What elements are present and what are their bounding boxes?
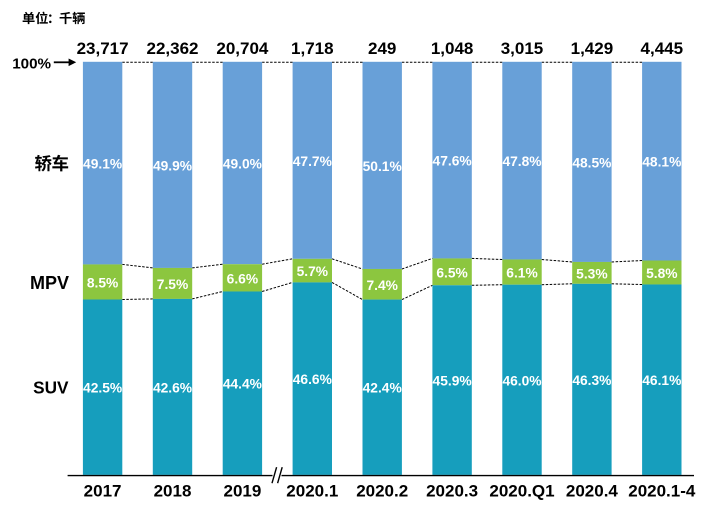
- svg-text:46.6%: 46.6%: [293, 372, 332, 387]
- svg-text:23,717: 23,717: [77, 39, 129, 58]
- svg-text:47.7%: 47.7%: [293, 154, 332, 169]
- svg-text:6.6%: 6.6%: [227, 271, 258, 286]
- svg-text:2020.Q1: 2020.Q1: [489, 482, 554, 501]
- svg-text:2017: 2017: [84, 482, 122, 501]
- svg-text:6.5%: 6.5%: [436, 265, 467, 280]
- svg-text:50.1%: 50.1%: [363, 159, 402, 174]
- svg-text:5.3%: 5.3%: [576, 266, 607, 281]
- svg-text:42.4%: 42.4%: [363, 381, 402, 396]
- svg-text:46.1%: 46.1%: [642, 373, 681, 388]
- svg-text:4,445: 4,445: [641, 39, 684, 58]
- svg-text:7.4%: 7.4%: [366, 278, 397, 293]
- svg-text:45.9%: 45.9%: [433, 374, 472, 389]
- svg-text:48.1%: 48.1%: [642, 155, 681, 170]
- svg-text:2020.1: 2020.1: [286, 482, 338, 501]
- svg-text:46.3%: 46.3%: [572, 373, 611, 388]
- svg-text:5.8%: 5.8%: [646, 266, 677, 281]
- svg-text:100%: 100%: [12, 55, 51, 72]
- svg-text:42.6%: 42.6%: [153, 380, 192, 395]
- svg-text:44.4%: 44.4%: [223, 377, 262, 392]
- svg-text:49.9%: 49.9%: [153, 158, 192, 173]
- svg-text:49.0%: 49.0%: [223, 157, 262, 172]
- svg-text:1,718: 1,718: [291, 39, 334, 58]
- svg-text:1,429: 1,429: [571, 39, 614, 58]
- svg-text:2020.2: 2020.2: [356, 482, 408, 501]
- svg-text:20,704: 20,704: [216, 39, 269, 58]
- svg-text:3,015: 3,015: [501, 39, 544, 58]
- svg-text:48.5%: 48.5%: [572, 155, 611, 170]
- svg-text:2020.3: 2020.3: [426, 482, 478, 501]
- svg-text:SUV: SUV: [33, 377, 69, 397]
- svg-text:6.1%: 6.1%: [506, 266, 537, 281]
- svg-text:22,362: 22,362: [147, 39, 199, 58]
- svg-text:8.5%: 8.5%: [87, 276, 118, 291]
- svg-text:1,048: 1,048: [431, 39, 474, 58]
- svg-text:2018: 2018: [154, 482, 192, 501]
- svg-text:249: 249: [368, 39, 396, 58]
- svg-text:5.7%: 5.7%: [297, 264, 328, 279]
- svg-text:7.5%: 7.5%: [157, 277, 188, 292]
- svg-text:47.8%: 47.8%: [502, 154, 541, 169]
- svg-text:47.6%: 47.6%: [433, 154, 472, 169]
- svg-text:2020.4: 2020.4: [566, 482, 619, 501]
- svg-text:46.0%: 46.0%: [502, 373, 541, 388]
- svg-text:49.1%: 49.1%: [83, 157, 122, 172]
- svg-text:2019: 2019: [223, 482, 261, 501]
- svg-text:42.5%: 42.5%: [83, 381, 122, 396]
- svg-text:MPV: MPV: [30, 273, 69, 293]
- svg-text:2020.1-4: 2020.1-4: [628, 482, 696, 501]
